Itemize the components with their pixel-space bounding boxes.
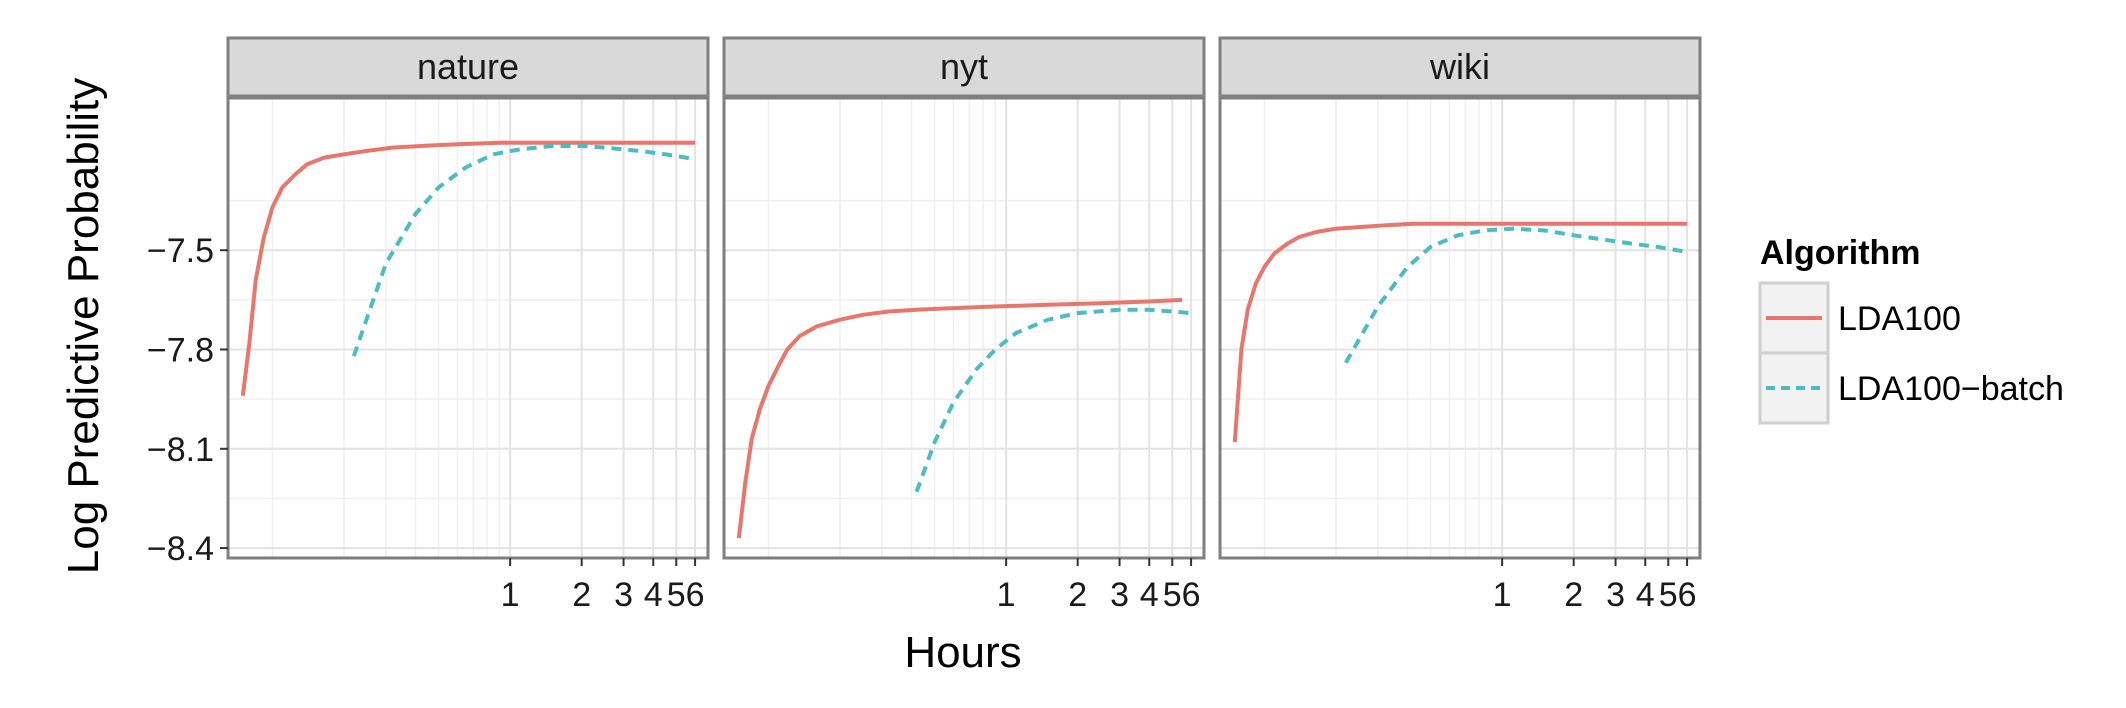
y-axis-title: Log Predictive Probability: [59, 78, 108, 574]
series-line-lda100-batch: [914, 307, 1192, 493]
series-line-lda100: [240, 140, 696, 397]
y-axis: −7.5 −7.8 −8.1 −8.4: [147, 232, 228, 568]
legend-label: LDA100−batch: [1838, 370, 2064, 408]
x-tick-label: 4: [1636, 576, 1655, 614]
series-line-lda100-batch: [1344, 226, 1688, 364]
panel-background: [228, 98, 708, 558]
x-axis-title: Hours: [904, 628, 1021, 677]
x-tick-label: 6: [686, 576, 705, 614]
y-tick-label: −8.4: [147, 530, 214, 568]
panel-border: [722, 96, 1206, 560]
x-tick-label: 1: [997, 576, 1016, 614]
legend-item: LDA100: [1758, 281, 1961, 355]
panel-border: [226, 96, 710, 560]
facet-strip-label: nature: [417, 46, 519, 87]
x-tick-label: 5: [667, 576, 686, 614]
legend-keys: LDA100 LDA100−batch: [1758, 281, 2064, 425]
panel-border: [1218, 96, 1702, 560]
panel-nyt: nyt 1 2 3 4 5 6: [722, 36, 1206, 614]
series-line-lda100-batch: [351, 144, 696, 357]
legend-item: LDA100−batch: [1758, 351, 2064, 425]
facet-strip: [1218, 36, 1702, 98]
x-tick-label: 2: [572, 576, 591, 614]
x-tick-label: 1: [1493, 576, 1512, 614]
facet-strip-label: nyt: [940, 46, 988, 87]
x-tick-label: 3: [1606, 576, 1625, 614]
series-line-lda100: [1232, 221, 1688, 443]
x-tick-label: 2: [1564, 576, 1583, 614]
panel-background: [1220, 98, 1700, 558]
legend: Algorithm LDA100 LDA100−batch: [1758, 234, 2064, 425]
x-tick-label: 5: [1659, 576, 1678, 614]
x-tick-label: 4: [1140, 576, 1159, 614]
x-tick-label: 1: [501, 576, 520, 614]
legend-title: Algorithm: [1760, 234, 1921, 272]
x-tick-label: 5: [1163, 576, 1182, 614]
panel-background: [724, 98, 1204, 558]
y-tick-label: −8.1: [147, 431, 214, 469]
x-tick-label: 6: [1678, 576, 1697, 614]
x-tick-label: 4: [644, 576, 663, 614]
y-tick-label: −7.5: [147, 232, 214, 270]
panel-wiki: wiki 1 2 3 4 5 6: [1218, 36, 1702, 614]
facet-strip: [226, 36, 710, 98]
facet-strip: [722, 36, 1206, 98]
y-tick-label: −7.8: [147, 332, 214, 370]
x-tick-label: 3: [1110, 576, 1129, 614]
series-line-lda100: [736, 297, 1183, 539]
legend-label: LDA100: [1838, 300, 1961, 338]
panel-nature: nature 1 2 3 4 5 6: [226, 36, 710, 614]
x-tick-label: 2: [1068, 576, 1087, 614]
facet-strip-label: wiki: [1429, 46, 1490, 87]
x-tick-label: 6: [1182, 576, 1201, 614]
x-tick-label: 3: [614, 576, 633, 614]
